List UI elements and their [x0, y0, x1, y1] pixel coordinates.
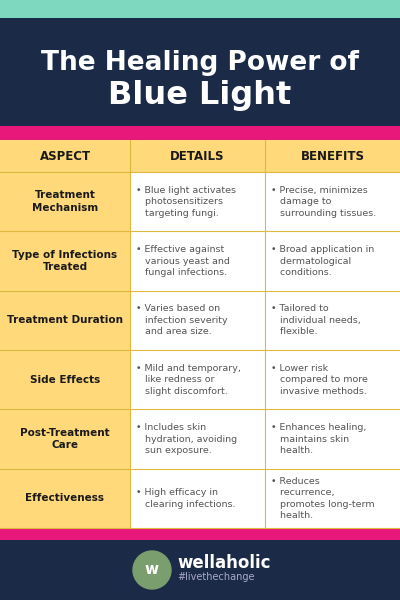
Bar [265, 409, 400, 469]
Text: Blue Light: Blue Light [108, 80, 292, 111]
Bar [0, 409, 130, 469]
Text: Treatment
Mechanism: Treatment Mechanism [32, 190, 98, 213]
Bar [130, 409, 265, 469]
Bar [0, 140, 400, 172]
Bar [0, 0, 400, 18]
Bar [130, 172, 265, 232]
Text: • Precise, minimizes
   damage to
   surrounding tissues.: • Precise, minimizes damage to surroundi… [271, 186, 376, 218]
Bar [130, 232, 265, 290]
Bar [0, 126, 400, 140]
Text: • Blue light activates
   photosensitizers
   targeting fungi.: • Blue light activates photosensitizers … [136, 186, 236, 218]
Text: ASPECT: ASPECT [40, 149, 90, 163]
Text: wellaholic: wellaholic [177, 554, 270, 572]
Bar [0, 232, 130, 290]
Bar [0, 290, 130, 350]
Text: • High efficacy in
   clearing infections.: • High efficacy in clearing infections. [136, 488, 236, 509]
Bar [265, 232, 400, 290]
Text: • Reduces
   recurrence,
   promotes long-term
   health.: • Reduces recurrence, promotes long-term… [271, 476, 375, 520]
Bar [0, 540, 400, 600]
Text: Treatment Duration: Treatment Duration [7, 316, 123, 325]
Bar [0, 469, 130, 528]
Text: w: w [145, 563, 159, 577]
Text: • Varies based on
   infection severity
   and area size.: • Varies based on infection severity and… [136, 304, 228, 336]
Bar [0, 528, 400, 540]
Text: • Mild and temporary,
   like redness or
   slight discomfort.: • Mild and temporary, like redness or sl… [136, 364, 241, 395]
Bar [0, 18, 400, 126]
Text: • Effective against
   various yeast and
   fungal infections.: • Effective against various yeast and fu… [136, 245, 230, 277]
Bar [130, 350, 265, 409]
Circle shape [133, 551, 171, 589]
Text: Side Effects: Side Effects [30, 374, 100, 385]
Text: Effectiveness: Effectiveness [26, 493, 104, 503]
Bar [265, 469, 400, 528]
Text: BENEFITS: BENEFITS [300, 149, 364, 163]
Bar [0, 172, 130, 232]
Text: The Healing Power of: The Healing Power of [41, 50, 359, 76]
Text: • Lower risk
   compared to more
   invasive methods.: • Lower risk compared to more invasive m… [271, 364, 368, 395]
Text: Post-Treatment
Care: Post-Treatment Care [20, 428, 110, 451]
Text: • Includes skin
   hydration, avoiding
   sun exposure.: • Includes skin hydration, avoiding sun … [136, 423, 237, 455]
Bar [265, 350, 400, 409]
Text: • Tailored to
   individual needs,
   flexible.: • Tailored to individual needs, flexible… [271, 304, 361, 336]
Text: • Broad application in
   dermatological
   conditions.: • Broad application in dermatological co… [271, 245, 374, 277]
Text: DETAILS: DETAILS [170, 149, 225, 163]
Text: Type of Infections
Treated: Type of Infections Treated [12, 250, 118, 272]
Bar [265, 172, 400, 232]
Bar [265, 290, 400, 350]
Text: • Enhances healing,
   maintains skin
   health.: • Enhances healing, maintains skin healt… [271, 423, 366, 455]
Bar [0, 350, 130, 409]
Text: #livethechange: #livethechange [177, 572, 254, 582]
Bar [130, 290, 265, 350]
Bar [130, 469, 265, 528]
